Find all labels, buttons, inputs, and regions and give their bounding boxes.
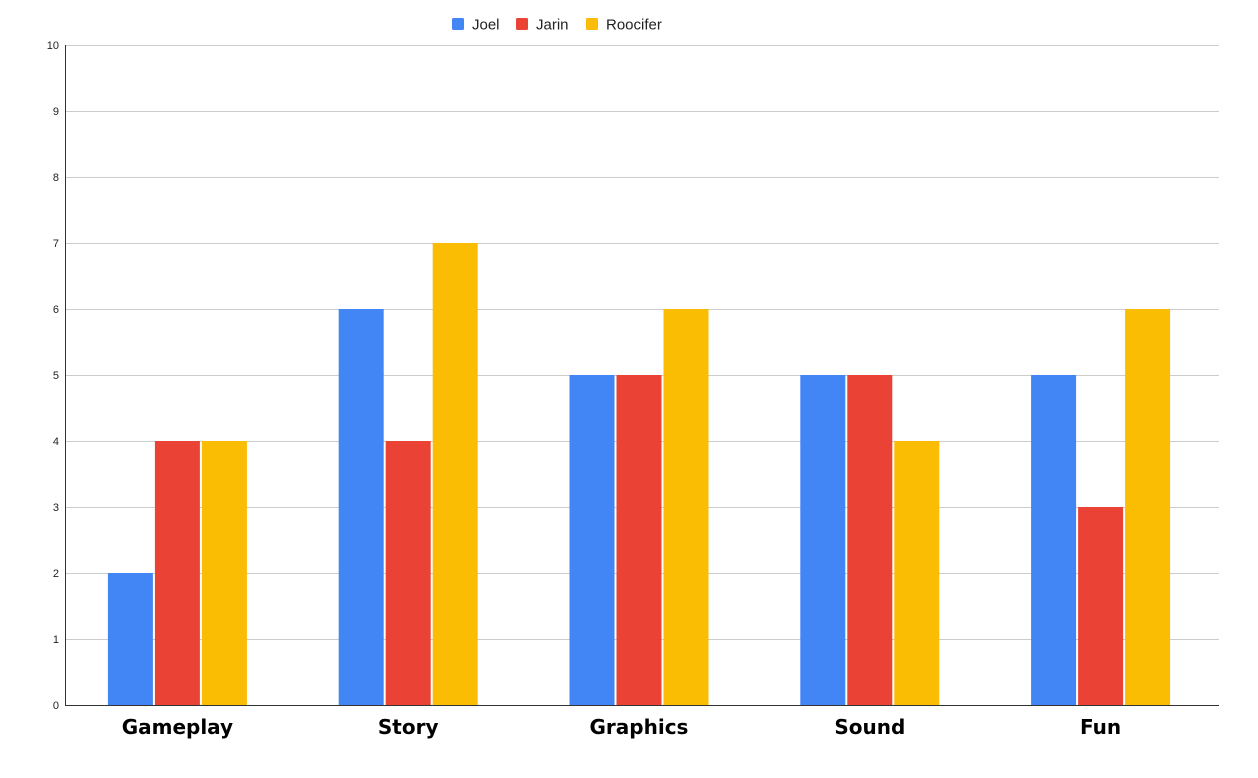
y-axis-ticks: 0 1 2 3 4 5 6 7 8 9 10 <box>47 40 59 712</box>
legend-swatch <box>452 18 464 30</box>
axes <box>65 45 1219 706</box>
x-tick-label-fun: Fun <box>1080 715 1121 739</box>
bar-jarin-story <box>385 441 431 705</box>
bar-roocifer-sound <box>894 441 940 705</box>
y-tick-label: 7 <box>53 238 59 250</box>
bar-joel-graphics <box>569 375 615 705</box>
y-tick-label: 1 <box>53 634 59 646</box>
y-tick-label: 0 <box>53 700 59 712</box>
y-tick-label: 9 <box>53 106 59 118</box>
x-tick-label-sound: Sound <box>834 715 905 739</box>
bar-jarin-gameplay <box>154 441 200 705</box>
bar-jarin-sound <box>847 375 893 705</box>
x-tick-label-graphics: Graphics <box>590 715 689 739</box>
bar-roocifer-fun <box>1125 309 1171 705</box>
legend-swatch <box>516 18 528 30</box>
bars <box>107 243 1171 705</box>
legend-item-roocifer[interactable]: Roocifer <box>586 17 662 34</box>
bar-jarin-graphics <box>616 375 662 705</box>
legend-label: Roocifer <box>606 17 662 34</box>
bar-jarin-fun <box>1078 507 1124 705</box>
legend: Joel Jarin Roocifer <box>452 17 662 34</box>
legend-item-jarin[interactable]: Jarin <box>516 17 569 34</box>
bar-roocifer-graphics <box>663 309 709 705</box>
x-tick-label-gameplay: Gameplay <box>122 715 233 739</box>
bar-joel-story <box>338 309 384 705</box>
bar-roocifer-story <box>432 243 478 705</box>
y-tick-label: 6 <box>53 304 59 316</box>
y-tick-label: 4 <box>53 436 59 448</box>
y-tick-label: 3 <box>53 502 59 514</box>
legend-swatch <box>586 18 598 30</box>
legend-label: Joel <box>472 17 500 34</box>
y-tick-label: 8 <box>53 172 59 184</box>
legend-label: Jarin <box>536 17 569 34</box>
x-tick-label-story: Story <box>378 715 439 739</box>
y-tick-label: 10 <box>47 40 59 52</box>
y-tick-label: 5 <box>53 370 59 382</box>
bar-roocifer-gameplay <box>201 441 247 705</box>
bar-joel-sound <box>800 375 846 705</box>
bar-joel-gameplay <box>107 573 153 705</box>
x-axis-ticks: Gameplay Story Graphics Sound Fun <box>122 715 1121 739</box>
y-tick-label: 2 <box>53 568 59 580</box>
bar-joel-fun <box>1031 375 1077 705</box>
legend-item-joel[interactable]: Joel <box>452 17 500 34</box>
